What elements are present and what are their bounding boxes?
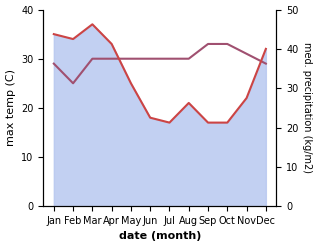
Y-axis label: max temp (C): max temp (C) [5,69,16,146]
X-axis label: date (month): date (month) [119,231,201,242]
Y-axis label: med. precipitation (kg/m2): med. precipitation (kg/m2) [302,42,313,173]
